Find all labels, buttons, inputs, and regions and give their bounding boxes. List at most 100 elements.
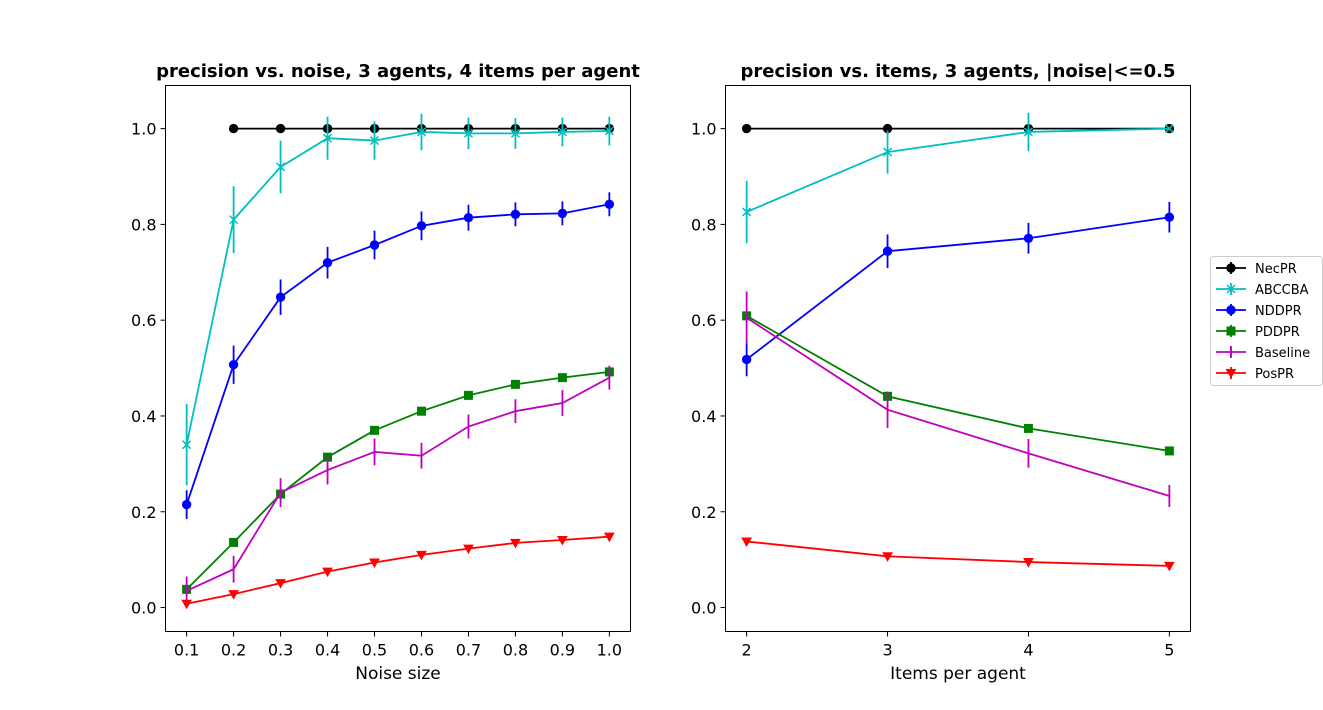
right-data-point-pospr bbox=[1023, 558, 1034, 568]
right-series-abccba bbox=[742, 112, 1174, 244]
left-plot-area bbox=[181, 113, 615, 610]
left-data-point-nddpr bbox=[322, 258, 333, 268]
legend-label-nddpr: NDDPR bbox=[1255, 304, 1302, 319]
left-data-point-pospr bbox=[181, 599, 192, 610]
legend-label-baseline: Baseline bbox=[1255, 346, 1310, 361]
left-data-point-pddpr bbox=[463, 390, 473, 400]
right-data-point-pospr bbox=[741, 537, 752, 547]
left-x-axis-label: Noise size bbox=[355, 664, 441, 684]
left-data-point-abccba bbox=[323, 133, 333, 143]
left-data-point-pospr bbox=[463, 544, 474, 555]
legend-label-abccba: ABCCBA bbox=[1255, 283, 1309, 298]
right-y-tick-label: 0.2 bbox=[691, 503, 716, 522]
legend-label-pospr: PosPR bbox=[1255, 367, 1294, 382]
left-data-point-pospr bbox=[604, 532, 615, 543]
left-series-line-baseline bbox=[186, 376, 610, 592]
left-data-point-pospr bbox=[228, 590, 239, 600]
left-data-point-abccba bbox=[369, 136, 380, 146]
left-data-point-nddpr bbox=[416, 221, 427, 231]
right-series-baseline bbox=[745, 291, 1171, 507]
right-data-point-pospr bbox=[1164, 561, 1175, 572]
left-data-point-nddpr bbox=[369, 240, 380, 250]
right-series-line-abccba bbox=[746, 127, 1170, 213]
right-x-ticks: 2 3 4 5 bbox=[742, 631, 1174, 660]
right-data-point-pddpr bbox=[1164, 446, 1174, 456]
right-chart-panel: precision vs. items, 3 agents, |noise|<=… bbox=[691, 61, 1191, 684]
left-data-point-abccba bbox=[416, 127, 427, 137]
left-x-tick-label: 0.3 bbox=[268, 641, 293, 660]
left-data-point-necpr bbox=[228, 123, 239, 134]
left-x-tick-label: 0.7 bbox=[456, 641, 481, 660]
left-x-tick-label: 0.1 bbox=[174, 641, 199, 660]
right-series-pospr bbox=[741, 537, 1175, 572]
right-chart-title: precision vs. items, 3 agents, |noise|<=… bbox=[741, 61, 1176, 82]
left-data-point-pospr bbox=[557, 536, 568, 546]
right-data-point-nddpr bbox=[741, 354, 752, 365]
right-y-tick-label: 1.0 bbox=[691, 120, 716, 139]
right-y-tick-label: 0.4 bbox=[691, 407, 716, 426]
left-data-point-pddpr bbox=[510, 379, 520, 389]
right-axes-frame bbox=[725, 85, 1191, 632]
right-plot-area bbox=[741, 112, 1175, 572]
right-data-point-abccba bbox=[1164, 124, 1174, 134]
left-series-line-nddpr bbox=[185, 203, 610, 505]
left-data-point-pddpr bbox=[416, 406, 426, 416]
left-data-point-nddpr bbox=[510, 209, 521, 220]
left-x-tick-label: 0.4 bbox=[315, 641, 340, 660]
legend-entry-pddpr: PDDPR bbox=[1216, 325, 1300, 340]
legend-marker-nddpr bbox=[1226, 305, 1236, 315]
right-series-nddpr bbox=[741, 201, 1175, 377]
right-data-point-nddpr bbox=[882, 246, 893, 256]
left-y-ticks: 0.0 0.2 0.4 0.6 0.8 1.0 bbox=[131, 120, 166, 618]
left-series-line-pddpr bbox=[186, 371, 610, 590]
legend-items: NecPR ABCCBA NDDPR PDDPR Baseline PosPR bbox=[1216, 262, 1310, 382]
right-x-tick-label: 3 bbox=[882, 641, 892, 660]
right-data-point-necpr bbox=[741, 123, 752, 134]
left-data-point-nddpr bbox=[557, 208, 568, 219]
left-data-point-pddpr bbox=[557, 373, 567, 383]
left-axes-frame bbox=[165, 85, 631, 632]
right-y-ticks: 0.0 0.2 0.4 0.6 0.8 1.0 bbox=[691, 120, 726, 618]
left-data-point-nddpr bbox=[604, 199, 615, 209]
right-series-line-nddpr bbox=[746, 216, 1170, 361]
left-series-abccba bbox=[182, 113, 614, 486]
left-series-nddpr bbox=[181, 192, 615, 519]
left-y-tick-label: 0.0 bbox=[131, 599, 156, 618]
right-data-point-abccba bbox=[883, 147, 893, 157]
right-series-line-pddpr bbox=[746, 315, 1170, 452]
left-chart-panel: precision vs. noise, 3 agents, 4 items p… bbox=[131, 61, 640, 684]
legend-entry-nddpr: NDDPR bbox=[1216, 304, 1302, 319]
legend-marker-abccba bbox=[1226, 284, 1236, 294]
left-data-point-pddpr bbox=[370, 425, 380, 435]
legend-entry-pospr: PosPR bbox=[1216, 367, 1294, 382]
left-data-point-pospr bbox=[275, 579, 286, 589]
right-y-tick-label: 0.8 bbox=[691, 215, 716, 234]
left-data-point-abccba bbox=[229, 215, 239, 225]
left-y-tick-label: 0.4 bbox=[131, 407, 156, 426]
left-x-tick-label: 1.0 bbox=[597, 641, 622, 660]
left-data-point-necpr bbox=[275, 123, 286, 134]
right-data-point-abccba bbox=[1023, 127, 1033, 137]
left-y-tick-label: 0.8 bbox=[131, 215, 156, 234]
legend-entry-necpr: NecPR bbox=[1216, 262, 1297, 277]
left-x-tick-label: 0.9 bbox=[550, 641, 575, 660]
right-series-line-pospr bbox=[746, 540, 1170, 567]
legend-marker-necpr bbox=[1226, 263, 1236, 273]
left-y-tick-label: 1.0 bbox=[131, 120, 156, 139]
right-y-tick-label: 0.0 bbox=[691, 599, 716, 618]
left-data-point-abccba bbox=[463, 128, 473, 138]
left-data-point-abccba bbox=[182, 440, 192, 450]
left-series-line-pospr bbox=[186, 535, 610, 605]
left-data-point-abccba bbox=[510, 128, 520, 138]
left-x-tick-label: 0.2 bbox=[221, 641, 246, 660]
left-data-point-pddpr bbox=[229, 537, 239, 547]
right-data-point-nddpr bbox=[1164, 212, 1175, 222]
legend-marker-pospr bbox=[1225, 369, 1237, 379]
left-chart-title: precision vs. noise, 3 agents, 4 items p… bbox=[156, 61, 640, 82]
left-data-point-nddpr bbox=[228, 360, 239, 370]
right-x-tick-label: 5 bbox=[1164, 641, 1174, 660]
left-y-tick-label: 0.6 bbox=[131, 311, 156, 330]
left-series-baseline bbox=[185, 365, 611, 606]
left-data-point-abccba bbox=[276, 162, 286, 172]
